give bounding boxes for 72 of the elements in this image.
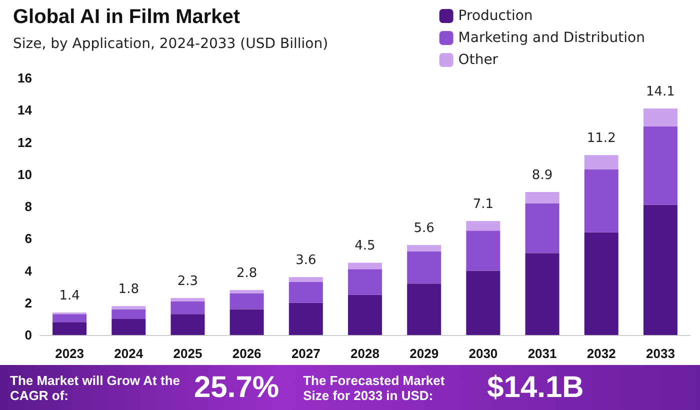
bar	[643, 126, 678, 205]
y-tick-label: 4	[24, 263, 33, 278]
x-tick-label: 2030	[468, 346, 498, 361]
total-label: 1.8	[118, 282, 139, 298]
bar	[584, 170, 618, 232]
x-tick-label: 2025	[173, 346, 202, 361]
total-label: 4.5	[354, 238, 376, 254]
bar	[52, 314, 87, 322]
text: The Market will Grow At the CAGR of:	[10, 372, 180, 402]
bar	[407, 284, 442, 335]
text: $14.1B	[487, 370, 584, 404]
legend-label: Other	[458, 52, 498, 68]
x-tick-label: 2024	[114, 346, 144, 361]
total-label: 11.2	[586, 131, 616, 146]
x-tick-label: 2033	[646, 346, 675, 361]
bar	[112, 318, 146, 335]
y-tick-label: 0	[24, 328, 32, 342]
x-tick-label: 2032	[586, 346, 616, 361]
x-tick-label: 2031	[528, 346, 557, 361]
y-tick-label: 16	[18, 70, 32, 86]
bar	[466, 220, 500, 231]
bar	[643, 204, 678, 335]
y-tick-label: 8	[24, 199, 32, 214]
x-tick-label: 2023	[55, 346, 84, 361]
legend-label: Production	[458, 8, 533, 24]
x-tick-label: 2028	[350, 346, 380, 361]
x-tick-label: 2027	[291, 346, 320, 361]
bar	[584, 232, 618, 335]
total-label: 14.1	[646, 84, 675, 100]
total-label: 1.4	[59, 288, 80, 304]
y-tick-label: 14	[18, 102, 33, 118]
y-tick-label: 10	[18, 166, 32, 182]
bar	[288, 277, 323, 282]
bar	[230, 309, 264, 335]
bar	[348, 269, 382, 295]
bar	[112, 309, 146, 319]
bar	[525, 203, 560, 254]
text: The Forecasted Market Size for 2033 in USD:	[303, 372, 446, 402]
bar	[170, 301, 205, 314]
bar	[466, 230, 500, 271]
bar	[112, 306, 146, 310]
bar	[525, 192, 560, 204]
bar	[584, 155, 618, 170]
bar	[170, 298, 205, 302]
total-label: 2.8	[236, 266, 258, 282]
bar	[407, 251, 442, 284]
chart-subtitle: Size, by Application, 2024-2033 (USD Billion)	[13, 36, 328, 52]
bar	[348, 294, 382, 335]
total-label: 5.6	[414, 221, 434, 236]
bar	[288, 282, 323, 303]
total-label: 2.3	[177, 274, 198, 290]
bar	[466, 270, 500, 335]
bar	[643, 108, 678, 126]
bar	[52, 322, 87, 335]
bar	[170, 314, 205, 335]
bar	[288, 302, 323, 335]
bar	[525, 253, 560, 335]
x-tick-label: 2026	[232, 346, 262, 361]
bar	[230, 290, 264, 294]
legend-label: Marketing and Distribution	[458, 30, 646, 46]
text: 25.7%	[194, 370, 280, 404]
chart-title: Global AI in Film Market	[13, 6, 240, 28]
y-tick-label: 2	[24, 295, 32, 310]
x-tick-label: 2029	[410, 346, 439, 361]
total-label: 7.1	[472, 196, 494, 212]
total-label: 3.6	[296, 253, 316, 268]
bar	[348, 262, 382, 270]
bar	[407, 245, 442, 252]
y-tick-label: 6	[24, 231, 32, 246]
y-tick-label: 12	[18, 134, 32, 150]
total-label: 8.9	[532, 168, 553, 184]
bar	[230, 293, 264, 310]
